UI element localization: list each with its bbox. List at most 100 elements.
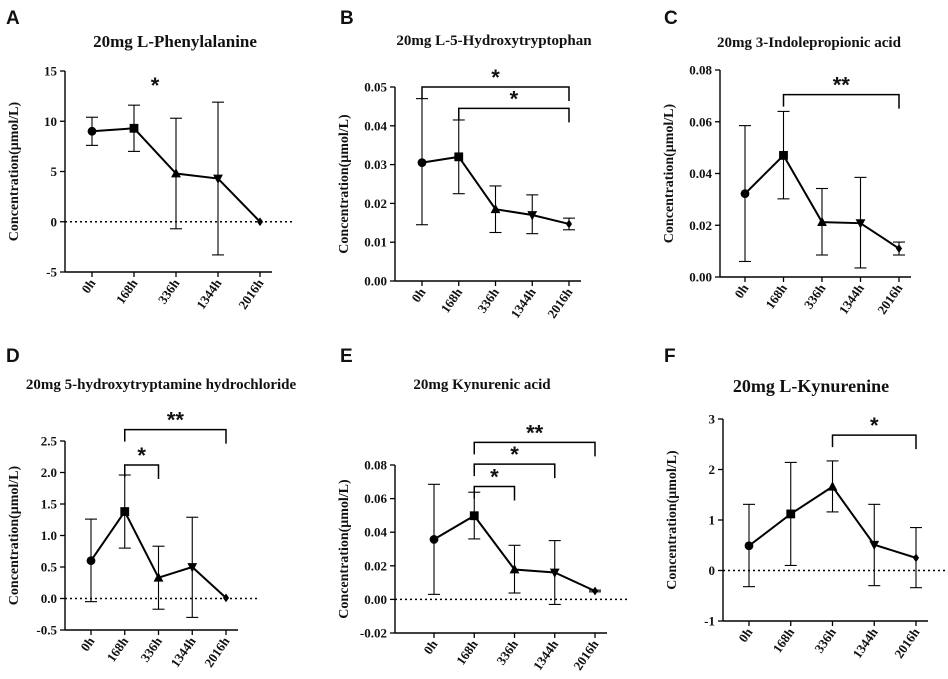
y-tick-label: 15	[44, 64, 58, 79]
y-tick-label: 0.08	[364, 458, 387, 473]
data-point-diamond	[256, 217, 264, 227]
data-point-triangle-down	[527, 211, 538, 221]
data-point-triangle-up	[509, 564, 520, 574]
significance-star: **	[526, 420, 544, 445]
y-axis-label: Concentration(μmol/L)	[662, 103, 677, 243]
y-tick-label: 2	[709, 462, 716, 477]
y-tick-label: 0.06	[364, 491, 387, 506]
x-tick-label: 336h	[474, 284, 502, 315]
y-tick-label: -1	[704, 614, 715, 629]
significance-bracket	[124, 464, 160, 479]
panel-a: A 20mg L-Phenylalanine -5 0 5 10 15 0h 168h 336h 1…	[6, 8, 292, 312]
x-tick-label: 336h	[493, 636, 521, 667]
x-tick-label: 168h	[104, 633, 132, 664]
y-tick-label: 0.06	[689, 114, 712, 129]
y-axis-label: Concentration(μmol/L)	[7, 101, 22, 241]
data-point-diamond	[895, 244, 903, 253]
data-point-triangle-up	[153, 572, 164, 582]
significance-bracket	[782, 93, 900, 109]
x-tick-label: 0h	[735, 624, 756, 644]
y-tick-label: 0.03	[364, 157, 387, 172]
data-point-circle	[86, 556, 96, 566]
significance-bracket	[473, 485, 516, 501]
data-point-triangle-up	[827, 481, 838, 491]
x-tick-label: 336h	[801, 280, 829, 311]
significance-star: *	[870, 413, 879, 438]
x-tick-label: 0h	[408, 284, 429, 304]
data-point-circle	[87, 126, 97, 136]
y-tick-label: 0.00	[689, 270, 712, 285]
significance-star: *	[491, 65, 500, 90]
panel-label: F	[664, 346, 676, 367]
y-tick-label: 5	[51, 164, 58, 179]
x-tick-label: 0h	[731, 280, 752, 300]
significance-bracket	[473, 463, 556, 479]
y-tick-label: 3	[709, 412, 716, 427]
x-tick-label: 336h	[811, 624, 839, 655]
data-point-triangle-down	[855, 219, 866, 229]
x-tick-label: 336h	[137, 633, 165, 664]
y-tick-label: -0.02	[360, 626, 387, 641]
y-tick-label: 0.02	[364, 558, 387, 573]
y-tick-label: -0.5	[36, 623, 57, 638]
significance-star: **	[167, 408, 185, 433]
significance-star: *	[137, 443, 146, 468]
y-tick-label: 2.5	[41, 434, 58, 449]
data-point-diamond	[565, 219, 573, 229]
data-point-triangle-down	[549, 568, 560, 578]
panel-title: 20mg 5-hydroxytryptamine hydrochloride	[26, 377, 297, 393]
data-point-diamond	[912, 553, 920, 563]
y-axis-label: Concentration(μmol/L)	[7, 465, 22, 605]
x-tick-label: 2016h	[891, 624, 923, 660]
panel-c: C 20mg 3-Indolepropionic acid 0.00 0.02 0.04…	[662, 8, 911, 317]
data-point-square	[469, 511, 479, 521]
significance-star: *	[510, 442, 519, 467]
data-point-triangle-up	[171, 168, 181, 178]
y-axis-label: Concentration(μmol/L)	[337, 114, 352, 254]
data-point-circle	[740, 189, 750, 199]
panel-d: D 20mg 5-hydroxytryptamine hydrochloride -…	[6, 346, 296, 670]
x-tick-label: 2016h	[544, 284, 576, 320]
x-tick-label: 1344h	[836, 280, 868, 316]
significance-star: **	[833, 73, 851, 98]
data-point-square	[786, 509, 796, 519]
y-tick-label: 1.5	[41, 497, 58, 512]
y-tick-label: 0.02	[364, 196, 387, 211]
x-tick-label: 168h	[770, 624, 798, 655]
data-point-diamond	[222, 593, 230, 603]
data-point-triangle-up	[490, 203, 501, 214]
y-tick-label: 1	[709, 513, 716, 528]
y-tick-label: -5	[46, 265, 57, 280]
panel-label: E	[340, 346, 353, 367]
panel-label: C	[664, 8, 678, 29]
x-tick-label: 2016h	[874, 280, 906, 316]
panel-b: B 20mg L-5-Hydroxytryptophan 0.00 0.01 0.02 0…	[337, 8, 592, 321]
y-tick-label: 2.0	[41, 465, 57, 480]
panel-title: 20mg L-5-Hydroxytryptophan	[396, 33, 592, 49]
data-point-circle	[744, 541, 754, 551]
y-tick-label: 0.04	[364, 525, 387, 540]
significance-bracket	[124, 428, 227, 444]
y-tick-label: 0.04	[364, 118, 387, 133]
y-axis-label: Concentration(μmol/L)	[665, 450, 680, 590]
y-tick-label: 10	[44, 114, 57, 129]
y-tick-label: 0.05	[364, 80, 387, 95]
y-tick-label: 0.5	[41, 560, 58, 575]
x-tick-label: 168h	[453, 636, 481, 667]
significance-star: *	[151, 73, 160, 98]
y-tick-label: 0.01	[364, 235, 387, 250]
data-point-triangle-down	[187, 563, 198, 573]
y-tick-label: 0.04	[689, 166, 712, 181]
x-tick-label: 2016h	[570, 636, 602, 672]
panel-label: B	[340, 8, 354, 29]
y-tick-label: 0.00	[364, 592, 387, 607]
x-tick-label: 168h	[438, 284, 466, 315]
y-tick-label: 0.08	[689, 63, 712, 78]
x-tick-label: 336h	[155, 275, 183, 306]
significance-bracket	[473, 441, 596, 457]
panel-e: E 20mg Kynurenic acid -0.02 0.00 0.02 0.04 0.0…	[337, 346, 627, 673]
data-point-square	[120, 507, 130, 516]
x-tick-label: 168h	[762, 280, 790, 311]
data-point-triangle-down	[213, 174, 223, 184]
